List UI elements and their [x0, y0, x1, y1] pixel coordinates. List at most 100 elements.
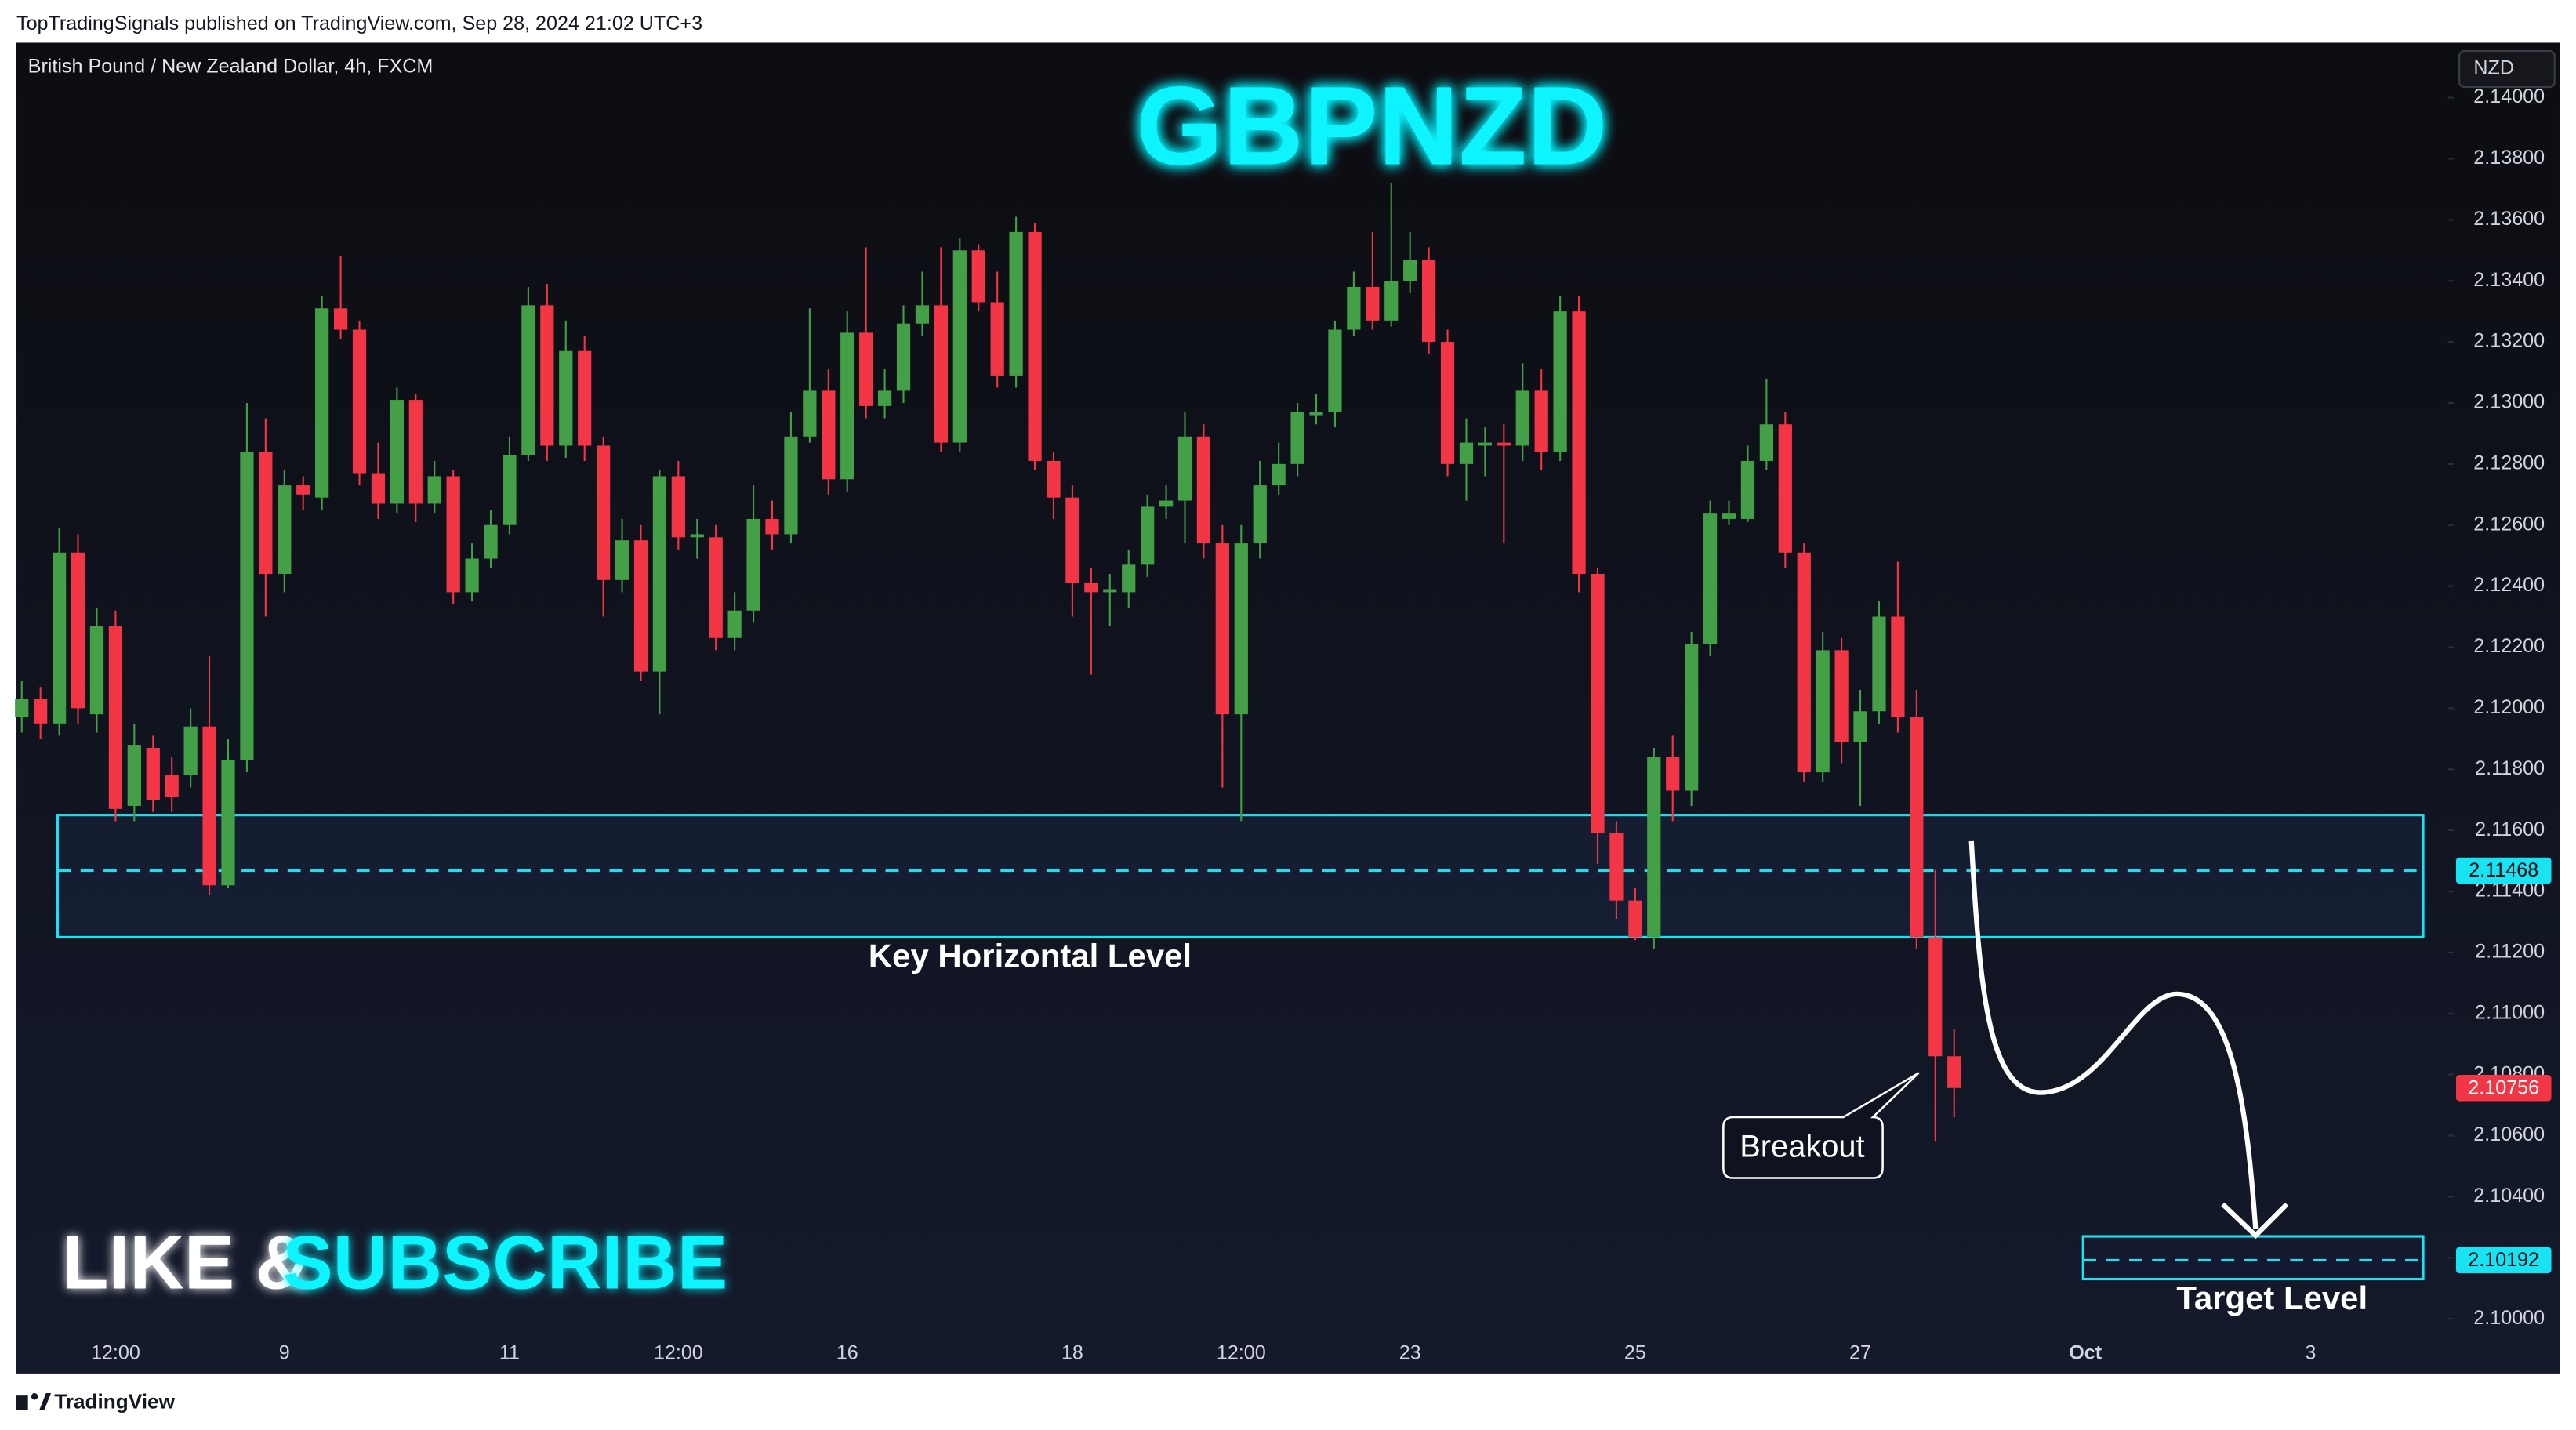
- price-tag: [2455, 1075, 2552, 1102]
- candle-body: [446, 476, 460, 593]
- candle-body: [1947, 1056, 1961, 1088]
- candle-body: [1347, 286, 1361, 330]
- y-tick-label: 2.11200: [2475, 941, 2545, 963]
- candle-body: [240, 452, 254, 760]
- candle-body: [971, 250, 985, 303]
- candle-body: [690, 534, 704, 538]
- x-tick-label: 25: [1624, 1341, 1646, 1363]
- level-label: Key Horizontal Level: [869, 938, 1192, 975]
- currency-box[interactable]: [2458, 49, 2556, 89]
- candle-body: [427, 476, 441, 504]
- candle-body: [278, 485, 292, 575]
- candle-body: [1403, 259, 1417, 281]
- candle-body: [1459, 442, 1474, 464]
- candle-body: [1591, 574, 1605, 834]
- candle-body: [390, 400, 404, 504]
- candle-body: [990, 302, 1004, 376]
- logo-part: [31, 1393, 38, 1400]
- candle-body: [559, 350, 573, 446]
- price-tag-label: 2.10192: [2468, 1249, 2539, 1271]
- candle-body: [1891, 616, 1905, 718]
- candle-body: [296, 485, 310, 495]
- candle-body: [597, 445, 611, 580]
- candle-body: [1234, 543, 1248, 715]
- y-tick-label: 2.13200: [2473, 330, 2545, 352]
- x-tick-label: 9: [279, 1341, 290, 1363]
- candle-body: [165, 775, 179, 797]
- chart-title: GBPNZD: [1136, 64, 1608, 188]
- candle-body: [259, 452, 273, 575]
- candle-body: [1047, 460, 1061, 498]
- candle-body: [1572, 311, 1586, 575]
- x-tick-label: 3: [2305, 1341, 2316, 1363]
- logo-part: [16, 1395, 28, 1410]
- x-tick-label: 18: [1061, 1341, 1083, 1363]
- x-tick-label: 12:00: [91, 1341, 140, 1363]
- candle-body: [108, 626, 123, 809]
- candle-body: [1778, 424, 1792, 553]
- candle-body: [1685, 644, 1699, 791]
- candle-body: [1666, 757, 1680, 791]
- y-tick-label: 2.10600: [2473, 1123, 2545, 1145]
- candle-body: [127, 745, 141, 806]
- y-tick-label: 2.12800: [2473, 452, 2545, 474]
- candle-body: [633, 540, 648, 672]
- candle-body: [877, 390, 892, 406]
- candle-body: [1553, 311, 1567, 452]
- candle-body: [1853, 711, 1867, 742]
- x-tick-label: 12:00: [654, 1341, 703, 1363]
- chart-background: [16, 42, 2560, 1374]
- candle-body: [333, 308, 348, 330]
- candle-body: [1872, 616, 1886, 712]
- candle-body: [746, 518, 760, 611]
- candle-body: [784, 436, 798, 535]
- candle-body: [540, 305, 554, 446]
- candle-body: [1159, 500, 1174, 507]
- candle-body: [765, 518, 779, 535]
- candle-body: [146, 747, 160, 800]
- candle-body: [1122, 564, 1136, 593]
- candle-body: [1816, 650, 1830, 773]
- y-tick-label: 2.11000: [2475, 1001, 2545, 1023]
- candle-body: [89, 626, 104, 715]
- candle-body: [952, 250, 967, 443]
- candle-body: [896, 323, 911, 391]
- candle-body: [1740, 460, 1755, 519]
- y-tick-label: 2.12400: [2473, 574, 2545, 596]
- y-tick-label: 2.12200: [2473, 635, 2545, 657]
- x-tick-label: Oct: [2069, 1341, 2103, 1363]
- x-tick-label: 16: [836, 1341, 858, 1363]
- candle-body: [615, 540, 629, 580]
- candle-body: [709, 537, 723, 638]
- candle-body: [1722, 513, 1736, 519]
- candle-body: [822, 390, 836, 480]
- y-tick-label: 2.13000: [2473, 391, 2545, 413]
- x-tick-label: 27: [1849, 1341, 1871, 1363]
- candle-body: [1534, 390, 1548, 452]
- candle-body: [1290, 412, 1304, 464]
- candle-body: [1103, 589, 1117, 593]
- candle-body: [803, 390, 817, 437]
- candle-body: [1065, 497, 1079, 583]
- candle-body: [1421, 259, 1436, 343]
- candle-body: [1309, 412, 1323, 416]
- candle-body: [915, 305, 930, 324]
- candle-body: [1647, 757, 1661, 938]
- candle-body: [727, 610, 742, 638]
- candle-body: [1834, 650, 1849, 742]
- y-tick-label: 2.11600: [2475, 818, 2545, 840]
- promo-like: LIKE &: [63, 1221, 310, 1305]
- y-tick-label: 2.14000: [2473, 85, 2545, 107]
- candle-body: [1177, 436, 1192, 501]
- price-tag-label: 2.11468: [2469, 859, 2538, 881]
- candle-body: [1628, 900, 1642, 938]
- candle-body: [408, 400, 423, 504]
- candle-body: [1084, 583, 1098, 593]
- candle-body: [183, 726, 198, 776]
- candle-body: [503, 455, 517, 525]
- candle-body: [352, 329, 367, 474]
- tradingview-logo: [16, 1393, 52, 1410]
- candle-body: [1609, 833, 1624, 901]
- currency-label[interactable]: NZD: [2473, 57, 2514, 79]
